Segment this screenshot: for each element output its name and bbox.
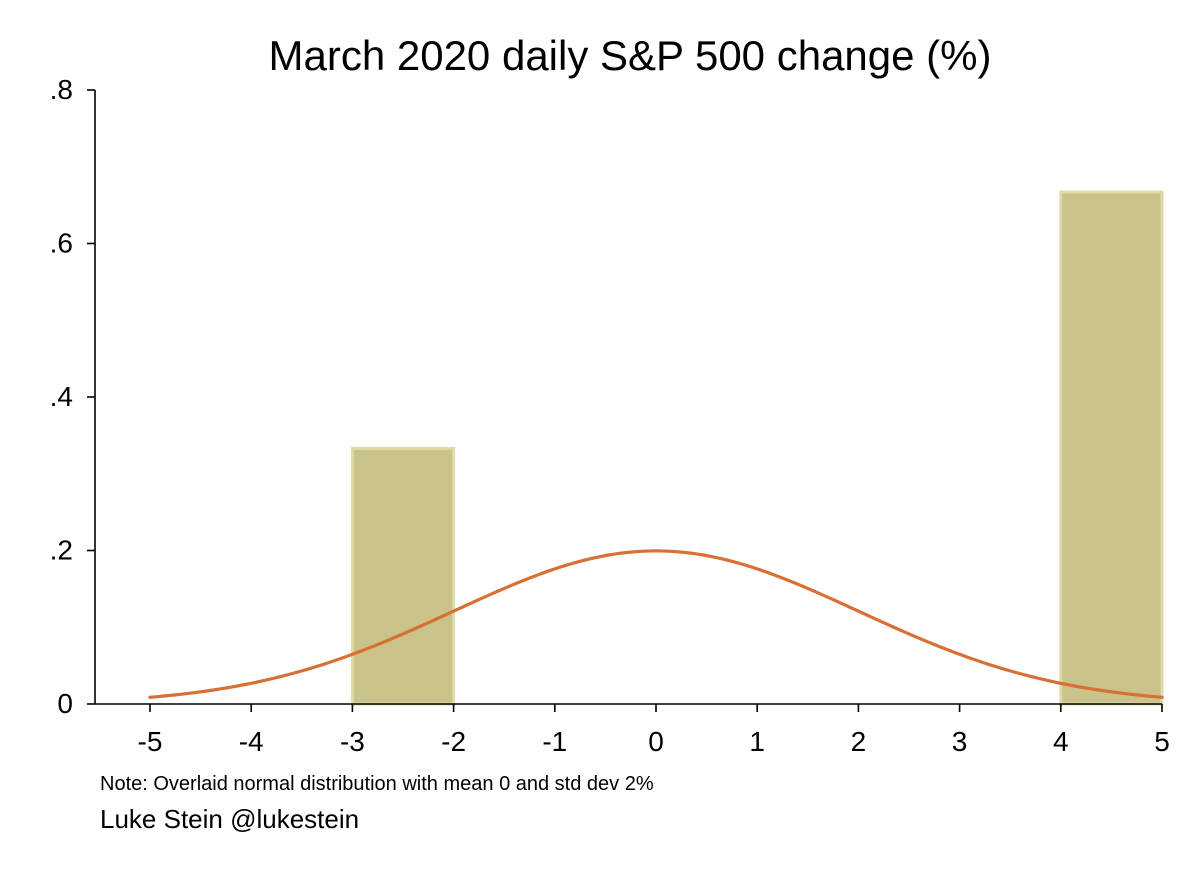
chart-credit: Luke Stein @lukestein xyxy=(100,804,359,834)
x-tick-label: -5 xyxy=(138,726,163,757)
x-tick-label: -1 xyxy=(542,726,567,757)
x-tick-label: 2 xyxy=(851,726,867,757)
x-tick-label: 4 xyxy=(1053,726,1069,757)
x-tick-label: 1 xyxy=(749,726,765,757)
x-tick-label: 5 xyxy=(1154,726,1170,757)
x-tick-label: -2 xyxy=(441,726,466,757)
chart-title: March 2020 daily S&P 500 change (%) xyxy=(269,32,992,79)
normal-curve xyxy=(148,549,1164,699)
bars-layer xyxy=(350,190,1164,706)
histogram-bar-2 xyxy=(1059,190,1164,706)
x-tick-label: -4 xyxy=(239,726,264,757)
y-tick-label: .6 xyxy=(50,228,73,259)
y-tick-label: .8 xyxy=(50,74,73,105)
chart-note: Note: Overlaid normal distribution with … xyxy=(100,773,654,795)
x-tick-label: -3 xyxy=(340,726,365,757)
y-tick-label: 0 xyxy=(57,688,73,719)
axes-layer: 0 .2 .4 .6 .8 -5 -4 -3 -2 -1 0 1 2 3 4 5 xyxy=(50,74,1170,757)
y-tick-label: .4 xyxy=(50,381,73,412)
x-tick-label: 0 xyxy=(648,726,664,757)
histogram-bar-1 xyxy=(350,446,456,706)
x-tick-label: 3 xyxy=(952,726,968,757)
curve-layer xyxy=(148,549,1164,699)
y-tick-label: .2 xyxy=(50,535,73,566)
